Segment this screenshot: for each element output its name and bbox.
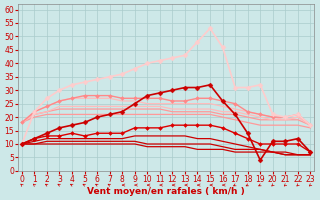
X-axis label: Vent moyen/en rafales ( km/h ): Vent moyen/en rafales ( km/h ) xyxy=(87,187,245,196)
